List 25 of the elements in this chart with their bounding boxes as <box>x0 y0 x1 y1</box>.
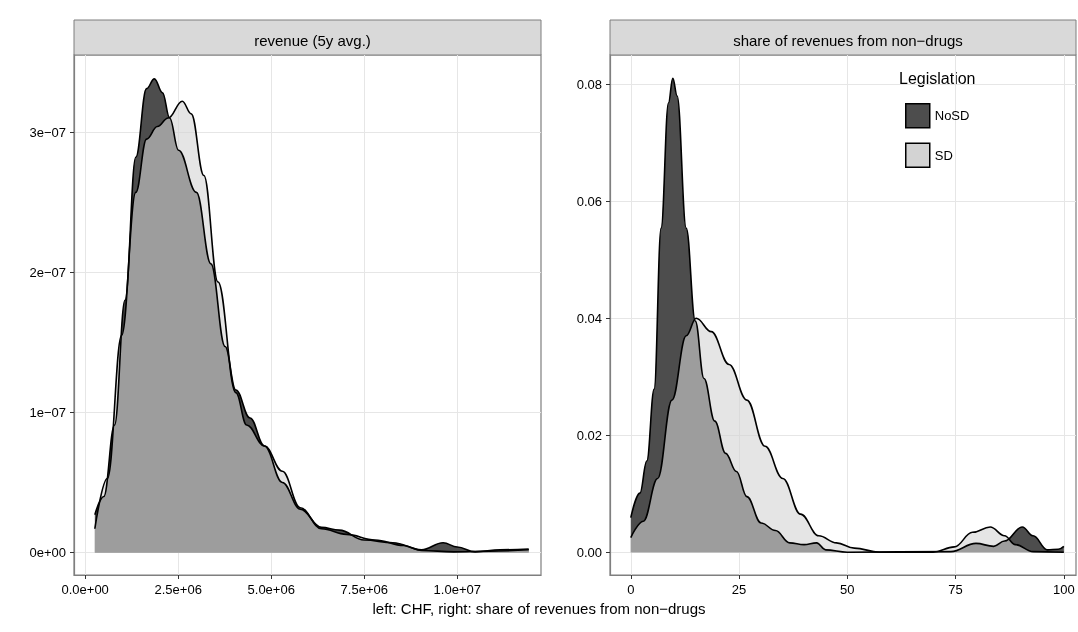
y-tick-label: 0.04 <box>576 310 602 326</box>
x-tick-label: 5.0e+06 <box>247 582 295 597</box>
y-tick-label: 0.06 <box>576 193 602 209</box>
legend-label: SD <box>934 147 953 163</box>
y-tick-label: 0.08 <box>576 76 602 92</box>
y-tick-label: 0.02 <box>576 427 602 443</box>
x-tick-label: 50 <box>840 582 855 597</box>
y-tick-label: 0e+00 <box>29 545 66 561</box>
x-tick-label: 1.0e+07 <box>433 582 481 597</box>
legend-title: Legislation <box>899 69 976 87</box>
x-tick-label: 25 <box>731 582 747 597</box>
x-tick-label: 0.0e+00 <box>61 582 109 597</box>
y-tick-label: 0.00 <box>576 544 602 560</box>
chart-title: share of revenues from non−drugs <box>733 32 963 49</box>
text: left: CHF, right: share of revenues from non−drugs <box>371 600 707 617</box>
x-tick-label: 0 <box>627 582 635 597</box>
x-tick-label: 2.5e+06 <box>154 582 202 597</box>
x-tick-label: 7.5e+06 <box>340 582 388 597</box>
chart-title: revenue (5y avg.) <box>254 32 371 49</box>
y-tick-label: 3e−07 <box>29 124 66 140</box>
x-tick-label: 100 <box>1053 582 1075 597</box>
legend-label: NoSD <box>934 108 970 124</box>
x-tick-label: 75 <box>948 582 963 597</box>
y-tick-label: 2e−07 <box>29 264 66 280</box>
y-tick-label: 1e−07 <box>29 404 66 420</box>
